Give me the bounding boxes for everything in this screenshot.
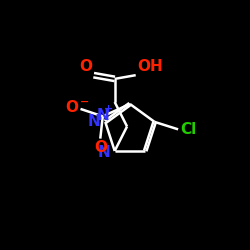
Text: N: N — [98, 145, 110, 160]
Text: OH: OH — [137, 59, 163, 74]
Text: −: − — [80, 96, 90, 106]
Text: Cl: Cl — [180, 122, 196, 137]
Text: N: N — [96, 108, 109, 122]
Text: O: O — [94, 140, 107, 155]
Text: N: N — [88, 114, 101, 130]
Text: O: O — [80, 59, 92, 74]
Text: +: + — [104, 104, 114, 115]
Text: O: O — [66, 100, 78, 115]
